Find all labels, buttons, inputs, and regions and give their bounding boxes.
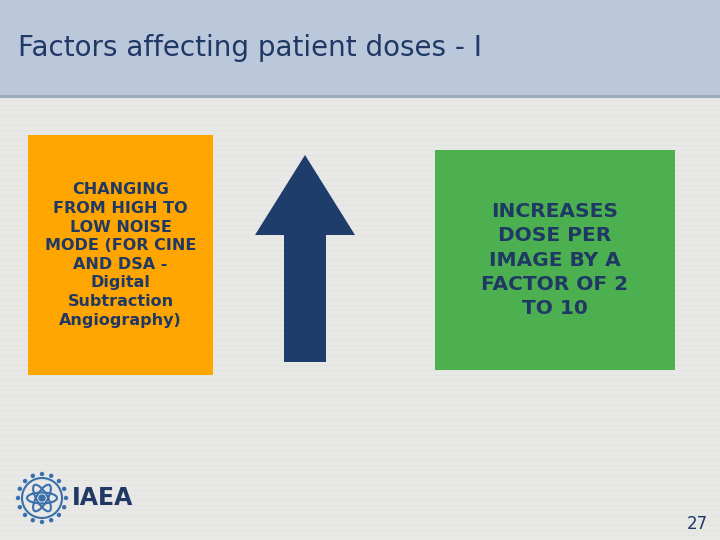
Circle shape [58,480,60,483]
Circle shape [58,514,60,516]
Circle shape [18,505,22,509]
Circle shape [40,472,43,476]
Bar [28,135,213,375]
Circle shape [50,519,53,522]
Circle shape [63,487,66,490]
Circle shape [17,496,19,500]
Circle shape [24,514,27,516]
Circle shape [24,480,27,483]
Bar [284,235,326,362]
Polygon shape [255,155,355,235]
Circle shape [65,496,68,500]
Text: 27: 27 [687,515,708,533]
Circle shape [40,521,43,523]
Text: IAEA: IAEA [72,486,133,510]
Circle shape [31,474,35,477]
Circle shape [63,505,66,509]
Circle shape [50,474,53,477]
Bar [435,150,675,370]
Circle shape [18,487,22,490]
Text: Factors affecting patient doses - I: Factors affecting patient doses - I [18,33,482,62]
Bar [0,0,720,95]
Text: INCREASES
DOSE PER
IMAGE BY A
FACTOR OF 2
TO 10: INCREASES DOSE PER IMAGE BY A FACTOR OF … [482,202,629,318]
Text: CHANGING
FROM HIGH TO
LOW NOISE
MODE (FOR CINE
AND DSA -
Digital
Subtraction
Ang: CHANGING FROM HIGH TO LOW NOISE MODE (FO… [45,183,196,328]
Circle shape [31,519,35,522]
Circle shape [39,495,45,501]
Bar [0,95,720,98]
